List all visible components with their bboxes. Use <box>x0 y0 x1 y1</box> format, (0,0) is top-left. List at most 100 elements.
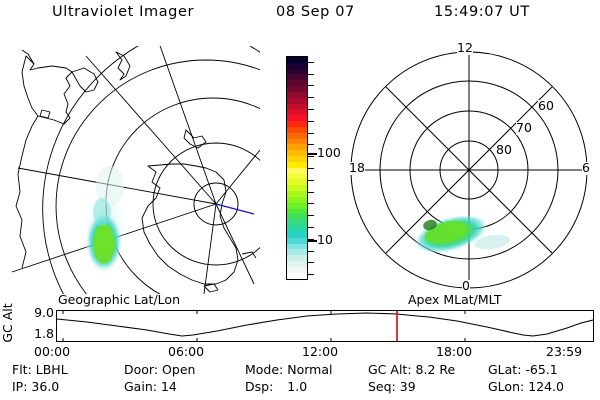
altitude-tick-low: 1.8 <box>34 326 54 341</box>
status-door: Door: Open <box>124 362 195 377</box>
status-gc-alt-label: GC Alt: <box>368 362 412 377</box>
colorbar-band-10 <box>287 115 307 122</box>
colorbar-minor-tick <box>308 97 314 99</box>
status-footer: Flt: LBHL Door: Open Mode: Normal GC Alt… <box>0 362 600 398</box>
colorbar-band-31 <box>287 237 307 244</box>
status-dsp-value: 1.0 <box>287 379 308 394</box>
colorbar-band-3 <box>287 74 307 81</box>
mlt-label-12: 12 <box>457 40 473 55</box>
colorbar-minor-tick <box>308 120 314 122</box>
colorbar-minor-tick <box>308 203 314 205</box>
colorbar-band-30 <box>287 231 307 238</box>
colorbar-minor-tick <box>308 109 314 111</box>
colorbar-band-33 <box>287 249 307 256</box>
status-ip-label: IP: <box>12 379 28 394</box>
aurora-emission-apex <box>414 214 510 254</box>
colorbar-minor-tick <box>308 191 314 193</box>
orbit-altitude-plot[interactable] <box>56 310 594 342</box>
geographic-map-svg <box>11 46 260 294</box>
status-gain: Gain: 14 <box>124 379 177 394</box>
apex-dial-svg <box>350 51 588 289</box>
colorbar-band-26 <box>287 208 307 215</box>
colorbar-band-20 <box>287 173 307 180</box>
status-glat-value: -65.1 <box>525 362 558 377</box>
apex-panel-caption: Apex MLat/MLT <box>408 292 502 307</box>
status-glon-label: GLon: <box>488 379 525 394</box>
latitude-grid <box>42 46 260 294</box>
colorbar-minor-tick <box>308 179 314 181</box>
time-tick-2: 12:00 <box>302 344 339 359</box>
altitude-tick-high: 9.0 <box>34 305 54 320</box>
colorbar-band-22 <box>287 185 307 192</box>
colorbar-band-0 <box>287 57 307 63</box>
colorbar-strip <box>286 56 308 280</box>
status-glon-value: 124.0 <box>528 379 564 394</box>
orbit-axis-ticks <box>62 311 466 341</box>
status-mode-value: Normal <box>287 362 333 377</box>
geographic-map-panel <box>8 46 260 294</box>
mlat-ring-label-80: 80 <box>496 142 512 157</box>
colorbar-band-16 <box>287 150 307 157</box>
colorbar-minor-tick <box>308 61 314 63</box>
observation-date: 08 Sep 07 <box>276 4 355 20</box>
colorbar-band-1 <box>287 62 307 69</box>
mlt-label-6: 6 <box>582 160 590 175</box>
observation-time: 15:49:07 UT <box>434 4 530 20</box>
status-flt: Flt: LBHL <box>12 362 68 377</box>
geographic-panel-caption: Geographic Lat/Lon <box>58 292 180 307</box>
status-glat: GLat: -65.1 <box>488 362 558 377</box>
status-door-label: Door: <box>124 362 159 377</box>
colorbar-minor-tick <box>308 132 314 134</box>
colorbar-minor-tick <box>308 250 314 252</box>
status-gain-value: 14 <box>160 379 177 394</box>
status-ip: IP: 36.0 <box>12 379 59 394</box>
colorbar-major-tick-0 <box>308 153 317 155</box>
time-tick-3: 18:00 <box>436 344 473 359</box>
colorbar-band-18 <box>287 161 307 168</box>
status-seq-label: Seq: <box>368 379 396 394</box>
colorbar-minor-tick <box>308 274 314 276</box>
altitude-trace <box>57 312 593 337</box>
status-seq-value: 39 <box>399 379 416 394</box>
colorbar-band-35 <box>287 260 307 267</box>
colorbar-minor-tick <box>308 168 314 169</box>
colorbar-band-7 <box>287 97 307 104</box>
orbit-time-axis: 00:00 06:00 12:00 18:00 23:59 <box>0 344 600 360</box>
colorbar-band-9 <box>287 109 307 116</box>
mlt-spokes <box>351 52 587 288</box>
colorbar-band-25 <box>287 202 307 209</box>
colorbar-minor-tick <box>308 156 314 158</box>
status-gc-alt-value: 8.2 Re <box>415 362 456 377</box>
status-seq: Seq: 39 <box>368 379 416 394</box>
colorbar-band-21 <box>287 179 307 186</box>
status-ip-value: 36.0 <box>31 379 60 394</box>
colorbar-minor-tick <box>308 215 314 217</box>
altitude-axis-title: GC Alt <box>0 303 15 343</box>
colorbar-minor-tick <box>308 238 314 240</box>
orbit-altitude-block: GC Alt 9.0 1.8 0 <box>0 303 600 359</box>
colorbar-band-17 <box>287 156 307 162</box>
colorbar-minor-tick <box>308 144 314 146</box>
colorbar-band-6 <box>287 91 307 98</box>
colorbar-band-24 <box>287 196 307 203</box>
magnetic-track-line <box>215 203 255 215</box>
status-gain-label: Gain: <box>124 379 157 394</box>
status-mode-label: Mode: <box>245 362 284 377</box>
colorbar-band-11 <box>287 121 307 127</box>
colorbar-band-12 <box>287 126 307 133</box>
status-mode: Mode: Normal <box>245 362 333 377</box>
instrument-title: Ultraviolet Imager <box>52 4 195 20</box>
mlt-label-18: 18 <box>349 160 365 175</box>
mlat-ring-label-60: 60 <box>538 98 554 113</box>
colorbar-band-36 <box>287 266 307 273</box>
colorbar-band-27 <box>287 214 307 221</box>
mlt-label-0: 0 <box>462 278 470 293</box>
colorbar-minor-tick <box>308 226 314 228</box>
status-dsp-label: Dsp: <box>245 379 274 394</box>
colorbar-minor-tick <box>308 262 314 264</box>
status-flt-value: LBHL <box>35 362 68 377</box>
aurora-emission-geographic <box>80 166 128 278</box>
status-flt-label: Flt: <box>12 362 32 377</box>
